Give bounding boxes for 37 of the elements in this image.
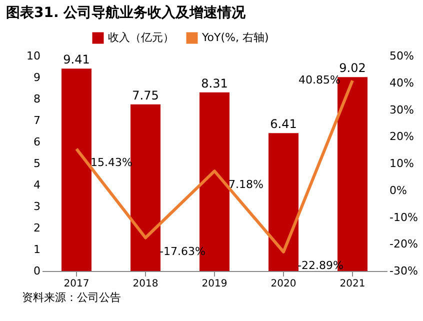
y-tick-label: 8 — [34, 92, 40, 106]
text: 资料来源：公司公告 — [22, 291, 121, 304]
y-tick-label: 0 — [34, 264, 40, 278]
bar — [62, 68, 92, 271]
x-tick-label: 2017 — [64, 278, 90, 290]
y-tick-label: 6 — [34, 136, 40, 148]
x-tick-label: 2018 — [132, 278, 158, 290]
x-tick-label: 2019 — [202, 278, 228, 290]
bar — [130, 104, 160, 271]
y2-tick-label: -20% — [390, 238, 418, 251]
y2-tick-label: 0% — [390, 184, 407, 197]
y2-tick-label: 10% — [390, 157, 414, 170]
y2-tick-label: 50% — [390, 50, 414, 62]
y2-tick-label: -30% — [390, 264, 418, 278]
legend-label: YoY(%, 右轴) — [201, 31, 269, 44]
x-tick-label: 2020 — [270, 278, 296, 290]
y2-tick-label: 40% — [390, 76, 414, 90]
y-tick-label: 4 — [34, 178, 40, 192]
legend-label: 收入（亿元） — [108, 31, 174, 44]
y2-tick-label: -10% — [390, 210, 418, 224]
data-label: 9.02 — [339, 61, 366, 76]
data-label: 7.75 — [132, 88, 159, 102]
y-tick-label: 5 — [34, 157, 40, 170]
y-tick-label: 9 — [34, 71, 40, 84]
y2-tick-label: 30% — [390, 103, 414, 116]
y-tick-label: 1 — [34, 243, 40, 256]
y-tick-label: 3 — [34, 200, 40, 213]
bar — [268, 133, 298, 271]
y-tick-label: 2 — [34, 222, 40, 234]
y-tick-label: 7 — [34, 114, 40, 127]
x-tick-label: 2021 — [340, 278, 366, 290]
y-tick-label: 10 — [26, 50, 40, 62]
y2-tick-label: 20% — [390, 130, 414, 144]
data-label: 8.31 — [201, 76, 228, 90]
data-label: 9.41 — [63, 52, 90, 67]
chart-title: 图表31. 公司导航业务收入及增速情况 — [6, 4, 247, 21]
data-label: 6.41 — [270, 117, 297, 132]
